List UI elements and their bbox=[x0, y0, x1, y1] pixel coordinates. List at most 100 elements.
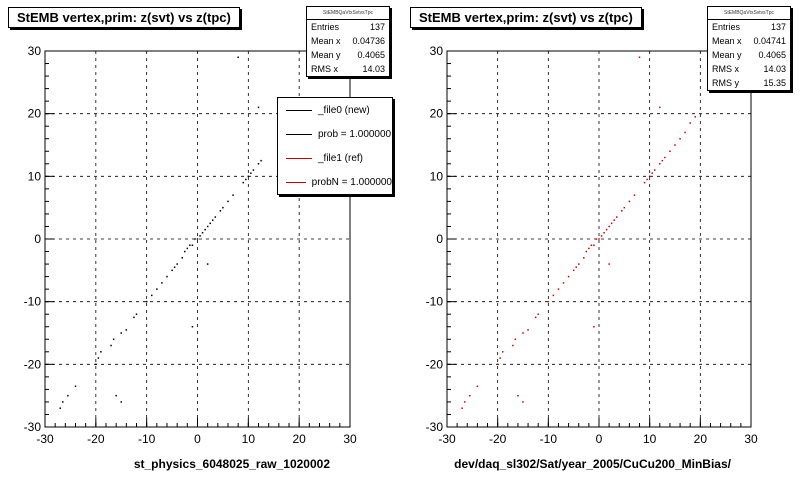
data-point bbox=[689, 122, 691, 124]
data-point bbox=[151, 294, 153, 297]
data-point bbox=[527, 329, 529, 331]
data-point bbox=[110, 344, 112, 347]
left-legend: _file0 (new) prob = 1.000000 _file1 (ref… bbox=[277, 97, 393, 195]
y-tick-label: 0 bbox=[34, 232, 41, 246]
data-point bbox=[95, 363, 97, 366]
stats-row: RMS x 14.03 bbox=[712, 64, 786, 74]
x-tick-label: 30 bbox=[744, 432, 758, 446]
data-point bbox=[199, 235, 201, 237]
y-tick-label: -20 bbox=[426, 357, 444, 371]
data-point bbox=[125, 329, 128, 331]
data-point bbox=[659, 106, 661, 109]
stats-row: RMS y 15.35 bbox=[712, 78, 786, 88]
data-point bbox=[67, 394, 69, 397]
data-point bbox=[661, 159, 664, 162]
x-axis-label: st_physics_6048025_raw_1020002 bbox=[134, 457, 330, 471]
data-point bbox=[206, 225, 209, 228]
data-point bbox=[610, 222, 613, 225]
x-tick-label: 10 bbox=[643, 432, 657, 446]
data-point bbox=[598, 238, 600, 240]
legend-line-swatch bbox=[286, 133, 312, 135]
right-scatter-plot: -30 -20 -10 0 10 20 30 -30 -20 -10 0 10 20 30 dev/daq_… bbox=[426, 44, 758, 471]
data-point bbox=[651, 172, 653, 174]
data-point bbox=[638, 56, 641, 59]
data-point bbox=[646, 178, 648, 181]
data-point bbox=[74, 385, 77, 388]
data-point bbox=[115, 394, 117, 397]
data-point bbox=[562, 282, 565, 284]
right-plot-title: StEMB vertex,prim: z(svt) vs z(tpc) bbox=[410, 7, 642, 28]
data-point bbox=[621, 210, 623, 212]
data-point bbox=[209, 222, 211, 225]
data-point bbox=[643, 181, 646, 184]
data-point bbox=[537, 313, 539, 315]
data-point bbox=[674, 144, 676, 146]
data-point bbox=[214, 216, 217, 218]
data-point bbox=[552, 294, 555, 297]
data-point bbox=[191, 325, 194, 328]
data-point bbox=[133, 316, 135, 319]
y-tick-label: -10 bbox=[24, 295, 42, 309]
data-point bbox=[176, 263, 178, 265]
data-point bbox=[191, 244, 194, 247]
data-point bbox=[593, 244, 595, 247]
data-point bbox=[583, 257, 585, 259]
left-scatter-plot: -30 -20 -10 0 10 20 30 -30 -20 -10 0 10 20 30 st_physi… bbox=[24, 44, 357, 471]
data-point bbox=[156, 288, 158, 290]
data-point bbox=[613, 219, 615, 221]
data-point bbox=[669, 150, 671, 153]
x-tick-label: 0 bbox=[596, 432, 603, 446]
data-point bbox=[135, 313, 138, 315]
data-point bbox=[257, 163, 260, 165]
data-point bbox=[476, 385, 479, 388]
left-stats-box: StEMBQaVtxSvtvsTpc Entries 137 Mean x 0.… bbox=[306, 6, 390, 77]
data-point bbox=[600, 235, 603, 237]
y-tick-label: 30 bbox=[28, 44, 42, 58]
data-point bbox=[605, 228, 608, 231]
data-point bbox=[593, 325, 595, 328]
stats-row: Entries 137 bbox=[311, 22, 385, 32]
stats-row: RMS x 14.03 bbox=[311, 64, 385, 74]
x-axis-label: dev/daq_sl302/Sat/year_2005/CuCu200_MinB… bbox=[454, 457, 731, 471]
data-point bbox=[588, 247, 590, 250]
data-point bbox=[260, 159, 262, 162]
x-tick-label: -10 bbox=[138, 432, 156, 446]
legend-line-swatch bbox=[286, 181, 306, 183]
x-tick-label: -30 bbox=[438, 432, 456, 446]
data-point bbox=[120, 401, 122, 403]
data-point bbox=[62, 401, 64, 403]
data-point bbox=[201, 231, 204, 234]
left-stats-name: StEMBQaVtxSvtvsTpc bbox=[307, 7, 389, 20]
data-point bbox=[496, 363, 499, 366]
data-point bbox=[145, 300, 148, 303]
data-point bbox=[469, 394, 471, 397]
stats-row: Mean x 0.04741 bbox=[712, 36, 786, 46]
y-tick-label: 20 bbox=[430, 107, 444, 121]
data-point bbox=[608, 225, 610, 228]
legend-line-swatch bbox=[286, 157, 312, 159]
data-point bbox=[628, 200, 631, 203]
data-point bbox=[653, 169, 656, 171]
x-tick-label: -10 bbox=[540, 432, 558, 446]
data-point bbox=[237, 56, 239, 59]
data-point bbox=[514, 338, 517, 341]
data-point bbox=[623, 206, 626, 209]
right-stats-name: StEMBQaVtxSvtvsTpc bbox=[708, 7, 790, 20]
legend-entry: prob = 1.000000 bbox=[278, 122, 392, 146]
y-tick-label: 10 bbox=[28, 169, 42, 183]
data-point bbox=[171, 269, 173, 272]
data-point bbox=[100, 351, 102, 353]
data-point bbox=[212, 219, 214, 221]
data-point bbox=[463, 401, 466, 403]
data-point bbox=[120, 332, 122, 334]
data-point bbox=[196, 238, 199, 240]
data-point bbox=[499, 357, 501, 359]
y-tick-label: -10 bbox=[426, 295, 444, 309]
x-tick-label: 0 bbox=[194, 432, 201, 446]
left-plot-title: StEMB vertex,prim: z(svt) vs z(tpc) bbox=[8, 7, 240, 28]
data-point bbox=[194, 238, 196, 240]
data-point bbox=[227, 200, 229, 203]
stats-row: Mean x 0.04736 bbox=[311, 36, 385, 46]
data-point bbox=[250, 172, 252, 174]
